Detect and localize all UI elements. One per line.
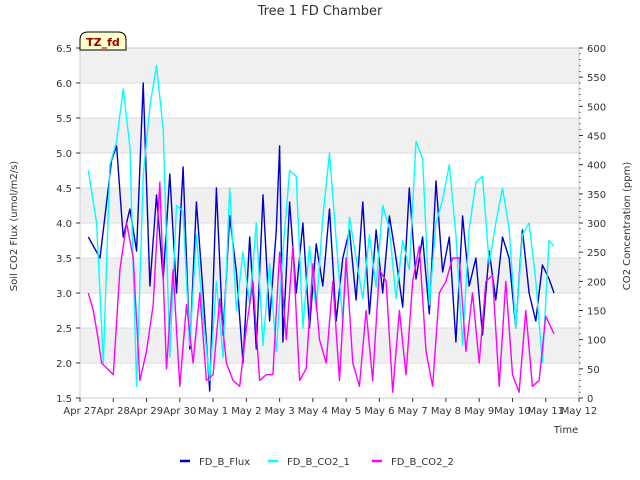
y-tick-label: 4.5 xyxy=(56,184,72,195)
y-axis-ticks: 1.5 2.0 2.5 3.0 3.5 4.0 4.5 5.0 5.5 6.0 6.5 xyxy=(56,44,80,405)
x-tick-label: May 12 xyxy=(561,406,598,417)
y2-tick-label: 100 xyxy=(587,336,606,347)
y2-axis-ticks: 0 50 100 150 200 250 300 350 400 450 500 550 600 xyxy=(579,44,606,405)
x-tick-label: Apr 28 xyxy=(97,406,130,417)
background-band xyxy=(80,118,579,153)
y2-tick-label: 150 xyxy=(587,307,606,318)
y2-tick-label: 500 xyxy=(587,102,606,113)
site-label-box: TZ_fd xyxy=(79,31,127,51)
x-tick-label: May 6 xyxy=(364,406,394,417)
site-label: TZ_fd xyxy=(86,36,120,49)
y2-tick-label: 200 xyxy=(587,277,606,288)
x-tick-label: May 4 xyxy=(298,406,328,417)
legend-label: FD_B_CO2_1 xyxy=(287,457,350,468)
y-tick-label: 5.5 xyxy=(56,114,72,125)
x-tick-label: May 11 xyxy=(527,406,564,417)
y2-axis-label: CO2 Concentration (ppm) xyxy=(622,162,633,291)
series-line-FD_B_CO2_1 xyxy=(87,64,555,387)
background-band xyxy=(80,48,579,83)
y-tick-label: 4.0 xyxy=(56,219,72,230)
y2-tick-label: 300 xyxy=(587,219,606,230)
legend-label: FD_B_Flux xyxy=(199,457,250,468)
x-tick-label: May 8 xyxy=(431,406,461,417)
x-tick-label: Apr 30 xyxy=(163,406,196,417)
y-tick-label: 3.0 xyxy=(56,289,72,300)
background-band xyxy=(80,328,579,363)
y2-tick-label: 550 xyxy=(587,73,606,84)
x-tick-label: Apr 27 xyxy=(63,406,96,417)
y-tick-label: 6.0 xyxy=(56,79,72,90)
series-lines xyxy=(87,64,555,393)
y-tick-label: 5.0 xyxy=(56,149,72,160)
x-axis-label: Time xyxy=(553,425,578,436)
background-band xyxy=(80,83,579,118)
legend-label: FD_B_CO2_2 xyxy=(391,457,454,468)
x-tick-label: May 2 xyxy=(231,406,261,417)
y2-tick-label: 400 xyxy=(587,161,606,172)
series-line-FD_B_CO2_2 xyxy=(87,181,555,393)
x-tick-label: May 3 xyxy=(264,406,294,417)
background-band xyxy=(80,363,579,398)
y2-tick-label: 600 xyxy=(587,44,606,55)
y2-tick-label: 450 xyxy=(587,132,606,143)
y-tick-label: 1.5 xyxy=(56,394,72,405)
y2-tick-label: 50 xyxy=(587,365,600,376)
background-band xyxy=(80,223,579,258)
y2-tick-label: 350 xyxy=(587,190,606,201)
x-tick-label: May 9 xyxy=(464,406,494,417)
y2-tick-label: 250 xyxy=(587,248,606,259)
legend: FD_B_Flux FD_B_CO2_1 FD_B_CO2_2 xyxy=(180,457,454,468)
y-axis-label: Soil CO2 Flux (umol/m2/s) xyxy=(9,161,20,291)
x-tick-label: May 10 xyxy=(494,406,531,417)
y2-tick-label: 0 xyxy=(587,394,593,405)
x-tick-label: May 5 xyxy=(331,406,361,417)
y-tick-label: 2.5 xyxy=(56,324,72,335)
x-axis-ticks: Apr 27 Apr 28 Apr 29 Apr 30 May 1 May 2 May 3 M… xyxy=(63,398,597,417)
x-tick-label: May 7 xyxy=(398,406,428,417)
chart-title: Tree 1 FD Chamber xyxy=(257,4,383,19)
x-tick-label: Apr 29 xyxy=(130,406,163,417)
x-tick-label: May 1 xyxy=(198,406,228,417)
y-tick-label: 6.5 xyxy=(56,44,72,55)
y-tick-label: 2.0 xyxy=(56,359,72,370)
y-tick-label: 3.5 xyxy=(56,254,72,265)
